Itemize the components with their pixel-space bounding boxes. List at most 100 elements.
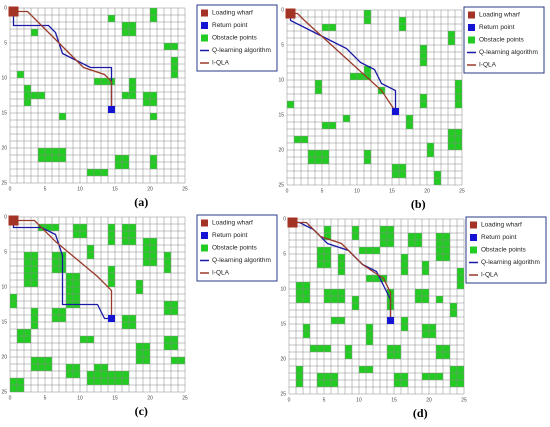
obstacle: [296, 366, 303, 387]
q-learning-path: [12, 220, 112, 320]
legend-swatch: [201, 244, 208, 252]
y-tick-label: 5: [283, 251, 286, 257]
y-tick-label: 25: [278, 182, 284, 188]
obstacle: [24, 85, 31, 106]
legend-label: Return point: [212, 22, 248, 29]
legend-label: Obstacle points: [479, 37, 525, 44]
y-tick-label: 10: [278, 77, 284, 83]
legend-swatch: [470, 221, 477, 229]
legend-swatch: [470, 234, 477, 241]
x-tick-label: 10: [77, 186, 83, 192]
legend-label: Q-learning algorithm: [481, 259, 540, 266]
legend-label: Loading wharf: [212, 10, 253, 17]
legend-label: Loading wharf: [212, 220, 253, 227]
y-tick-label: 15: [278, 112, 284, 118]
obstacle: [17, 71, 24, 78]
legend-swatch: [201, 232, 208, 239]
iqla-path: [13, 10, 113, 110]
return-point: [387, 317, 394, 324]
obstacle: [364, 66, 371, 73]
obstacle: [171, 57, 178, 78]
y-tick-label: 5: [4, 40, 7, 46]
x-tick-label: 20: [147, 395, 153, 401]
y-tick-label: 25: [1, 389, 7, 395]
legend-label: I-QLA: [212, 270, 230, 277]
obstacle: [59, 113, 66, 120]
panel-label: (d): [413, 406, 428, 420]
x-tick-label: 20: [426, 397, 432, 403]
legend-label: Obstacle points: [481, 247, 527, 254]
legend-label: Q-learning algorithm: [212, 257, 271, 264]
y-tick-label: 0: [283, 216, 286, 222]
legend-label: Return point: [479, 24, 515, 31]
legend: Loading wharf Return point Obstacle points…: [196, 214, 278, 282]
obstacle: [129, 78, 136, 99]
x-tick-label: 0: [288, 397, 291, 403]
legend-swatch: [201, 34, 208, 42]
legend-label: Loading wharf: [481, 222, 522, 229]
iqla-path: [292, 221, 392, 321]
legend: Loading wharf Return point Obstacle points…: [196, 4, 278, 72]
legend-swatch: [201, 22, 208, 29]
legend-label: I-QLA: [481, 272, 499, 279]
loading-wharf: [287, 217, 298, 228]
legend-label: I-QLA: [212, 60, 230, 67]
return-point: [108, 106, 115, 113]
legend-label: Obstacle points: [212, 35, 258, 42]
x-tick-label: 15: [391, 397, 397, 403]
y-tick-label: 20: [1, 145, 7, 151]
x-tick-label: 10: [354, 188, 360, 194]
x-tick-label: 15: [389, 188, 395, 194]
y-tick-label: 0: [4, 5, 7, 11]
legend-swatch: [468, 36, 475, 44]
legend-box: [465, 216, 547, 284]
x-tick-label: 0: [286, 188, 289, 194]
legend-box: [463, 6, 545, 74]
legend-label: Q-learning algorithm: [212, 47, 271, 54]
obstacle: [108, 224, 115, 245]
obstacle: [150, 113, 157, 120]
x-tick-label: 5: [44, 395, 47, 401]
obstacle: [366, 275, 387, 282]
x-tick-label: 25: [461, 397, 467, 403]
y-tick-label: 20: [278, 147, 284, 153]
obstacle: [31, 308, 38, 329]
y-tick-label: 15: [280, 321, 286, 327]
return-point: [108, 315, 115, 322]
x-tick-label: 10: [356, 397, 362, 403]
x-tick-label: 5: [321, 188, 324, 194]
obstacle: [94, 78, 115, 85]
obstacle: [108, 15, 115, 22]
x-tick-label: 15: [112, 395, 118, 401]
y-tick-label: 10: [1, 75, 7, 81]
x-tick-label: 25: [182, 395, 188, 401]
y-tick-label: 10: [280, 286, 286, 292]
x-tick-label: 25: [182, 186, 188, 192]
panel-label: (a): [134, 195, 148, 209]
obstacle: [420, 45, 427, 66]
loading-wharf: [8, 215, 19, 226]
panel-label: (c): [135, 404, 148, 418]
x-tick-label: 5: [44, 186, 47, 192]
legend-box: [196, 4, 278, 72]
obstacle: [338, 254, 345, 275]
obstacle: [38, 224, 59, 231]
obstacle: [310, 345, 331, 352]
obstacle: [401, 254, 408, 275]
x-tick-label: 20: [424, 188, 430, 194]
obstacle: [31, 29, 38, 36]
obstacle: [436, 296, 443, 303]
y-tick-label: 15: [1, 110, 7, 116]
legend-label: I-QLA: [479, 62, 497, 69]
y-tick-label: 0: [4, 214, 7, 220]
y-tick-label: 0: [281, 7, 284, 13]
x-tick-label: 25: [459, 188, 465, 194]
legend: Loading wharf Return point Obstacle points…: [463, 6, 545, 74]
panel-label: (b): [411, 197, 426, 211]
legend-swatch: [468, 24, 475, 31]
legend-swatch: [201, 219, 208, 227]
